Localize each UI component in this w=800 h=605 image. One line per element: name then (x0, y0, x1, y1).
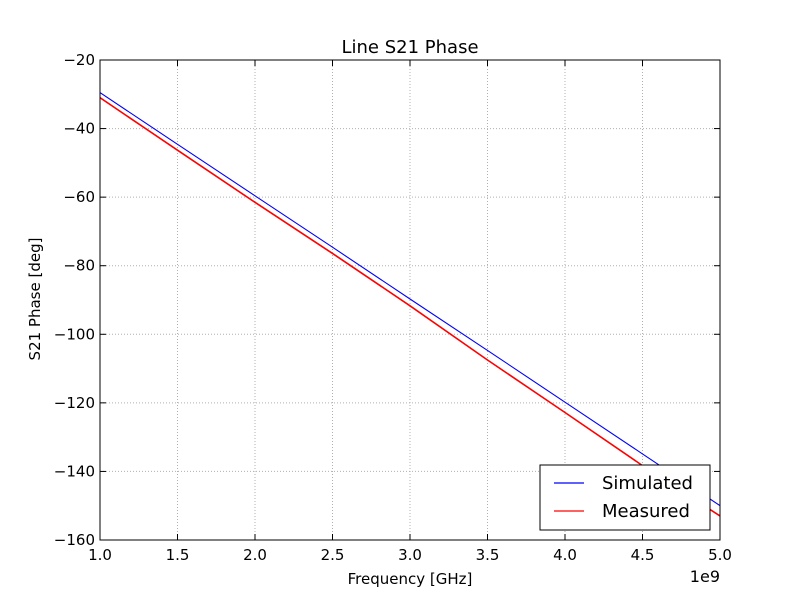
x-tick-label: 2.0 (243, 546, 267, 564)
axis-ticks: 1.0 1.5 2.0 2.5 3.0 3.5 4.0 4.5 5.0 −160 −140 −120 −… (54, 51, 732, 564)
x-tick-label: 1.5 (166, 546, 190, 564)
series-lines (100, 92, 720, 517)
series-line-measured (100, 97, 720, 517)
y-tick-label: −120 (54, 394, 95, 412)
y-tick-label: −100 (54, 325, 95, 343)
y-tick-label: −60 (63, 188, 95, 206)
y-tick-label: −80 (63, 257, 95, 275)
x-tick-label: 4.5 (631, 546, 655, 564)
y-tick-label: −160 (54, 531, 95, 549)
chart-title: Line S21 Phase (341, 37, 478, 58)
legend-box (539, 464, 711, 531)
y-tick-label: −40 (63, 120, 95, 138)
legend-label: Simulated (602, 473, 693, 494)
legend-label: Measured (602, 501, 690, 522)
x-tick-label: 1.0 (88, 546, 112, 564)
x-tick-label: 4.0 (553, 546, 577, 564)
x-tick-label: 2.5 (321, 546, 345, 564)
x-tick-label: 5.0 (708, 546, 732, 564)
x-axis-offset-label: 1e9 (690, 567, 720, 586)
y-tick-label: −140 (54, 462, 95, 480)
legend: Simulated Measured (539, 464, 711, 531)
x-axis-label: Frequency [GHz] (348, 570, 473, 588)
y-axis-label: S21 Phase [deg] (26, 238, 44, 361)
x-tick-label: 3.5 (476, 546, 500, 564)
series-line-simulated (100, 92, 720, 507)
x-tick-label: 3.0 (398, 546, 422, 564)
y-tick-label: −20 (63, 51, 95, 69)
